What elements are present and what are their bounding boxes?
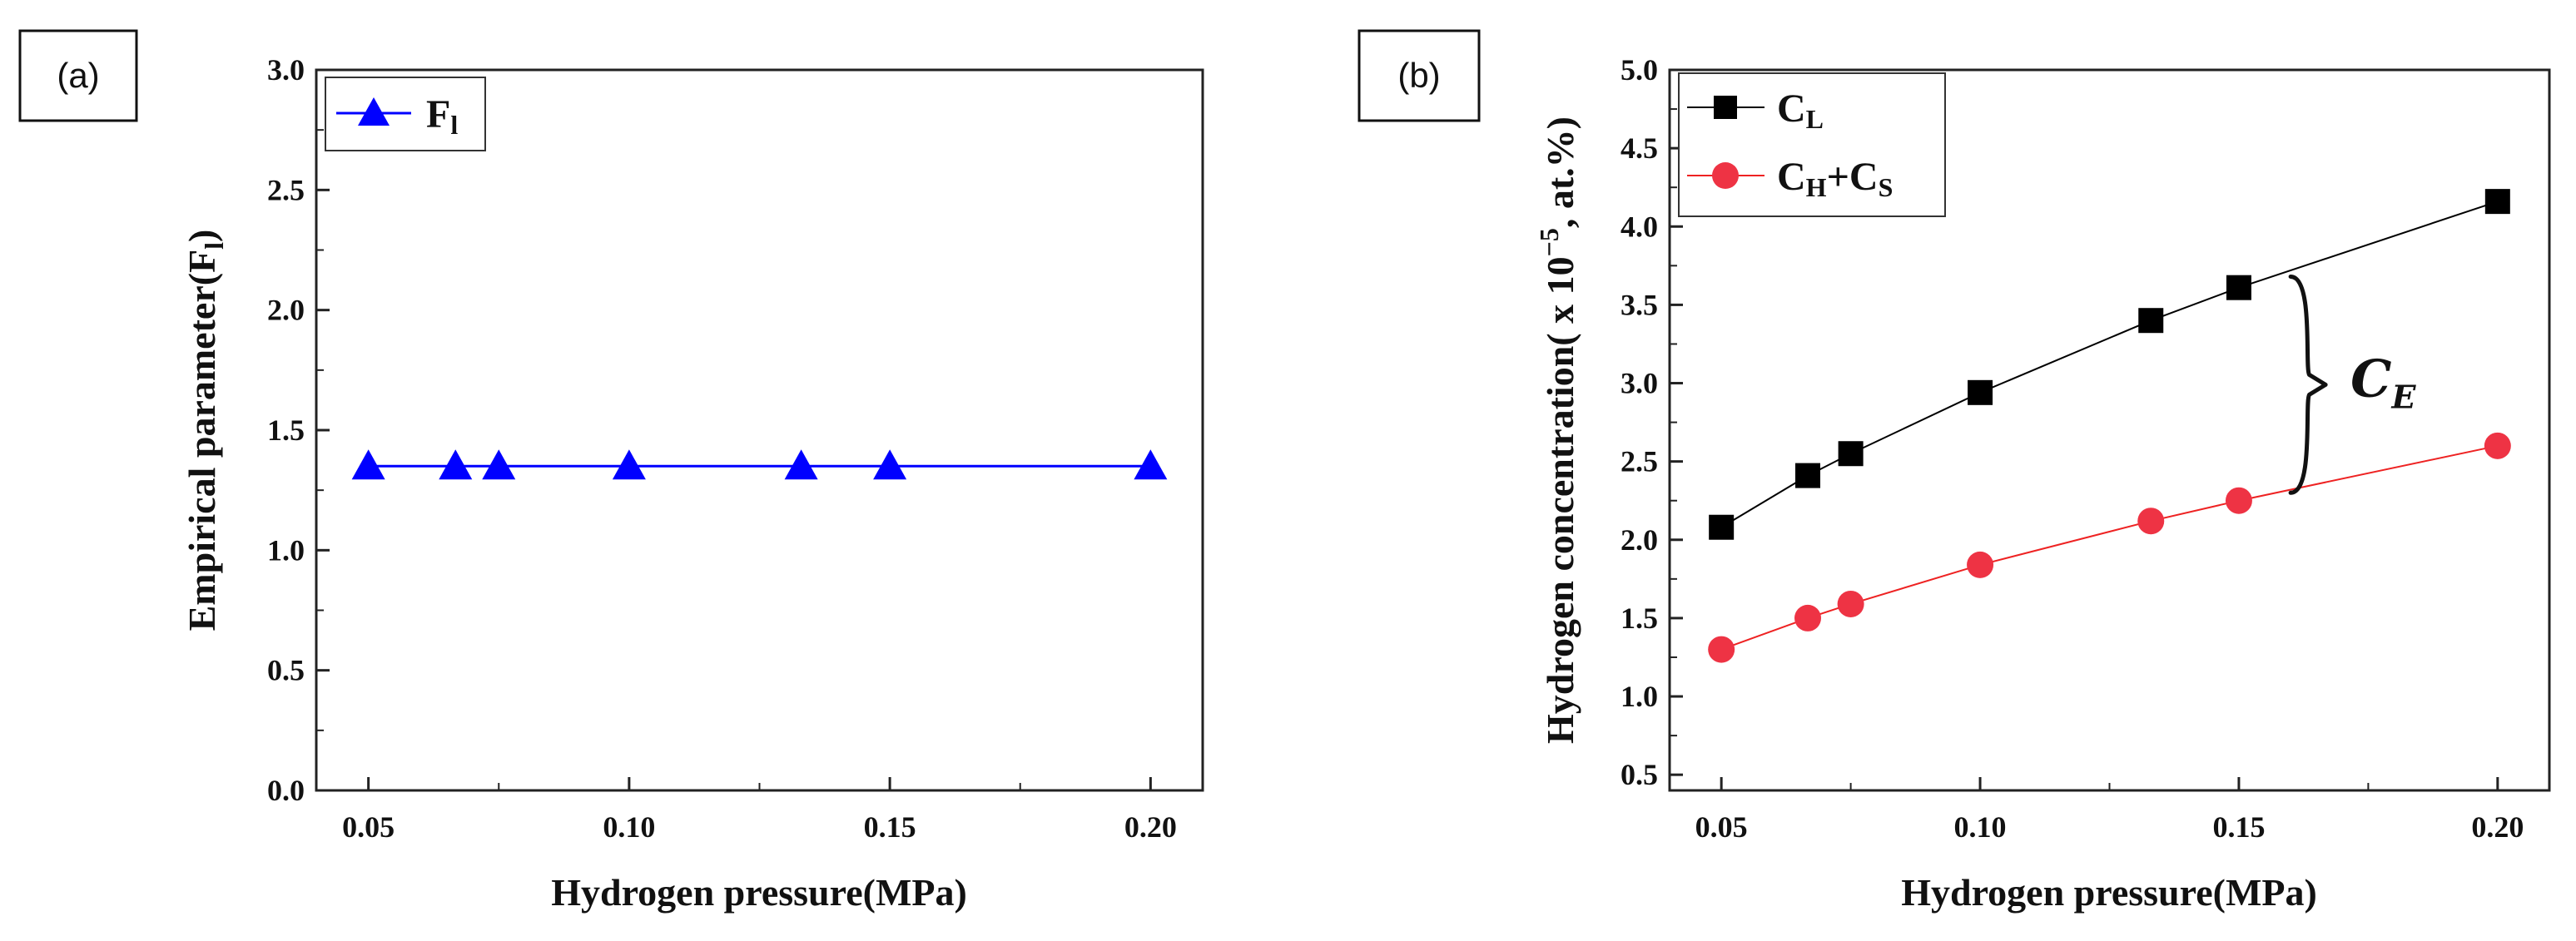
plot-a-x-ticks: 0.05 0.10 0.15 0.20: [342, 777, 1177, 844]
data-point-square: [2226, 275, 2251, 300]
chart-panel-a: (a) 0.00.51.01.52.02.53.0 0.05 0.10 0.15 0.…: [18, 29, 1204, 914]
data-point-circle: [2484, 432, 2511, 459]
plot-b-y-tick-label: 2.0: [1621, 523, 1658, 557]
panel-b-label: (b): [1397, 56, 1440, 95]
data-point-square: [1838, 441, 1864, 467]
data-point-circle: [1794, 604, 1822, 631]
plot-b-x-tick-label: 0.10: [1954, 810, 2007, 844]
ce-label-sub: E: [2390, 378, 2416, 415]
plot-b-legend-chcs-tail-sub: S: [1879, 172, 1894, 202]
data-point-circle: [1967, 551, 1994, 578]
plot-a-x-tick-label: 0.05: [342, 810, 395, 844]
plot-b-y-tick-label: 4.5: [1621, 131, 1658, 165]
plot-b-y-axis-title-end: , at.%): [1539, 116, 1581, 228]
plot-b-x-tick-label: 0.15: [2212, 810, 2265, 844]
data-point-triangle: [612, 449, 646, 480]
plot-b-x-tick-label: 0.20: [2471, 810, 2524, 844]
plot-b-legend-chcs-main: C: [1777, 155, 1806, 199]
plot-a-legend-marker-triangle: [358, 97, 390, 126]
plot-b-ce-annotation: CE: [2288, 275, 2416, 495]
plot-b-x-axis-title: Hydrogen pressure(MPa): [1901, 871, 2317, 914]
plot-a-frame: [315, 68, 1204, 792]
plot-a-legend-label-main: F: [426, 92, 450, 136]
plot-b-legend: CL CH+CS: [1678, 72, 1946, 217]
plot-a-y-axis-title-sub: l: [199, 242, 229, 250]
plot-b-series-1-line: [1720, 444, 2499, 651]
plot-a-x-tick-label: 0.15: [864, 810, 916, 844]
plot-a-series: [351, 449, 1168, 480]
data-point-circle: [2137, 508, 2165, 535]
plot-a-y-ticks: 0.0 0.5 1.0 1.5 2.0 2.5 3.0: [267, 53, 330, 807]
plot-a-y-tick-label: 2.0: [267, 294, 305, 327]
data-point-triangle: [873, 449, 907, 480]
data-point-square: [2484, 189, 2510, 215]
plot-b-y-axis-title-main: Hydrogen concentration( x 10: [1539, 256, 1581, 744]
plot-a-x-tick-label: 0.10: [603, 810, 655, 844]
data-point-circle: [2225, 487, 2252, 514]
plot-b-legend-cl-sub: L: [1806, 104, 1824, 134]
plot-a-y-tick-label: 1.5: [267, 414, 305, 447]
plot-a-y-axis-title: Empirical parameter(Fl): [181, 230, 229, 631]
plot-b-legend-chcs-sub: H: [1806, 172, 1827, 202]
ce-label-main: C: [2350, 348, 2391, 409]
data-point-triangle: [1134, 449, 1168, 480]
plot-b-y-tick-label: 2.5: [1621, 445, 1658, 478]
data-point-triangle: [439, 449, 473, 480]
plot-a-legend-label-sub: l: [450, 110, 458, 140]
data-point-square: [2138, 308, 2164, 334]
plot-b-y-axis-title-sup: −5: [1534, 228, 1564, 256]
plot-a-legend: Fl: [325, 77, 486, 151]
plot-a-y-axis-title-main: Empirical parameter(F: [181, 250, 223, 631]
plot-b-legend-label-cl: CL: [1777, 87, 1824, 134]
plot-b-y-tick-label: 1.0: [1621, 680, 1658, 713]
panel-a-label: (a): [57, 56, 99, 95]
plot-b-series: [1708, 189, 2511, 663]
plot-b-y-ticks: 0.5 1.0 1.5 2.0 2.5 3.0 3.5 4.0 4.5 5.0: [1621, 53, 1683, 791]
plot-a-y-tick-label: 3.0: [267, 53, 305, 87]
data-point-square: [1709, 514, 1735, 540]
plot-b-y-tick-label: 3.0: [1621, 367, 1658, 400]
ce-brace: [2288, 275, 2328, 495]
plot-b-x-ticks: 0.05 0.10 0.15 0.20: [1695, 777, 2524, 844]
plot-a-y-tick-label: 1.0: [267, 533, 305, 567]
data-point-square: [1795, 463, 1821, 488]
ce-label: CE: [2350, 348, 2416, 415]
plot-a-y-tick-label: 2.5: [267, 173, 305, 206]
data-point-triangle: [482, 449, 516, 480]
plot-a-y-tick-label: 0.5: [267, 654, 305, 687]
data-point-triangle: [351, 449, 385, 480]
data-point-circle: [1708, 636, 1735, 663]
plot-a-y-tick-label: 0.0: [267, 774, 305, 807]
plot-a-y-axis-title-end: ): [181, 230, 223, 242]
plot-b-y-tick-label: 0.5: [1621, 758, 1658, 791]
data-point-triangle: [784, 449, 818, 480]
plot-b-legend-marker-square: [1714, 96, 1737, 119]
data-point-circle: [1837, 590, 1864, 617]
plot-b-y-tick-label: 4.0: [1621, 210, 1658, 243]
plot-b-x-tick-label: 0.05: [1695, 810, 1748, 844]
plot-b-legend-label-chcs: CH+CS: [1777, 155, 1893, 202]
panel-b-label-box: [1357, 29, 1481, 122]
plot-a-x-tick-label: 0.20: [1124, 810, 1177, 844]
chart-panel-b: (b) 0.51.01.52.02.53.03.54.04.55.0 0.05 0…: [1357, 29, 2551, 914]
plot-b-legend-marker-circle: [1712, 162, 1739, 189]
plot-b-y-tick-label: 5.0: [1621, 53, 1658, 87]
plot-b-legend-cl-main: C: [1777, 87, 1806, 131]
plot-b-legend-chcs-tail: +C: [1827, 155, 1879, 199]
data-point-square: [1968, 379, 1993, 405]
plot-a-legend-label: Fl: [426, 92, 458, 140]
panel-a-label-box: [18, 29, 138, 122]
plot-b-y-axis-title: Hydrogen concentration( x 10−5, at.%): [1534, 116, 1581, 744]
plot-b-y-tick-label: 1.5: [1621, 602, 1658, 635]
plot-a-x-axis-title: Hydrogen pressure(MPa): [551, 871, 967, 914]
plot-b-y-tick-label: 3.5: [1621, 288, 1658, 321]
